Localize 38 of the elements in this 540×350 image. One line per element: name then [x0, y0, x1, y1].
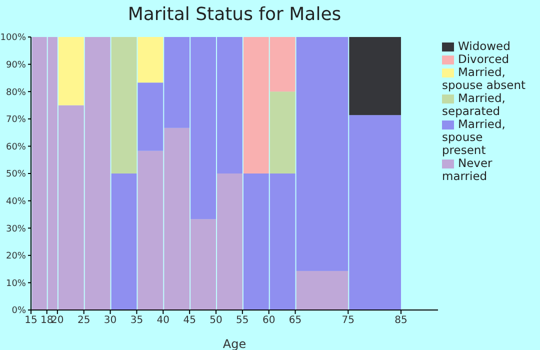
legend-label: Divorced: [458, 52, 510, 66]
y-tick-label: 60%: [6, 142, 26, 152]
legend-label: Widowed: [458, 39, 510, 53]
bar: [138, 37, 164, 83]
y-tick-label: 90%: [6, 60, 26, 70]
bar: [270, 92, 296, 174]
y-tick-label: 40%: [6, 196, 26, 207]
chart-title: Marital Status for Males: [126, 4, 342, 25]
legend-label: Never married: [442, 156, 492, 183]
bar: [111, 37, 137, 174]
y-tick-label: 80%: [6, 88, 26, 98]
x-tick-label: 45: [183, 315, 196, 326]
y-tick-label: 0%: [12, 306, 26, 316]
y-tick-label: 70%: [6, 115, 26, 126]
bar: [58, 37, 84, 106]
x-tick-label: 40: [156, 315, 170, 326]
legend-label: Married, spouse present: [442, 117, 506, 157]
legend-label: Married, separated: [442, 91, 506, 118]
x-tick-label: 50: [210, 315, 222, 326]
x-tick-label: 85: [394, 315, 408, 326]
y-tick-label: 50%: [6, 170, 26, 180]
bar: [349, 37, 401, 116]
y-tick-label: 20%: [6, 252, 26, 262]
x-tick-label: 75: [342, 315, 355, 326]
x-tick-label: 55: [236, 315, 249, 326]
x-tick-label: 18: [40, 315, 54, 326]
y-tick-label: 100%: [0, 33, 26, 44]
bar: [111, 174, 137, 310]
x-tick-label: 15: [24, 315, 38, 326]
x-tick-label: 35: [130, 315, 144, 326]
x-tick-label: 65: [288, 315, 302, 326]
y-tick-label: 10%: [6, 278, 26, 289]
x-tick-label: 20: [51, 315, 64, 326]
x-tick-label: 30: [104, 315, 117, 326]
legend-label: Married, spouse absent: [442, 65, 526, 92]
x-tick-label: 60: [262, 315, 276, 326]
x-tick-label: 25: [77, 315, 90, 326]
y-tick-label: 30%: [6, 224, 26, 234]
